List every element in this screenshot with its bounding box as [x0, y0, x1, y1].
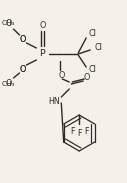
Text: F: F	[77, 130, 81, 139]
Text: HN: HN	[48, 98, 60, 107]
Text: O: O	[84, 72, 90, 81]
Text: O: O	[19, 64, 26, 74]
Text: O: O	[19, 35, 26, 44]
Text: Cl: Cl	[88, 66, 96, 74]
Text: F: F	[70, 126, 75, 135]
Text: O: O	[5, 79, 12, 89]
Text: CH₃: CH₃	[2, 81, 15, 87]
Text: O: O	[19, 64, 26, 74]
Text: F: F	[84, 126, 88, 135]
Text: Cl: Cl	[94, 44, 102, 53]
Text: P: P	[39, 49, 45, 59]
Text: O: O	[39, 21, 46, 31]
Text: CH₃: CH₃	[2, 20, 15, 26]
Text: O: O	[19, 35, 26, 44]
Text: Cl: Cl	[88, 29, 96, 38]
Text: O: O	[5, 18, 12, 27]
Text: O: O	[58, 72, 65, 81]
